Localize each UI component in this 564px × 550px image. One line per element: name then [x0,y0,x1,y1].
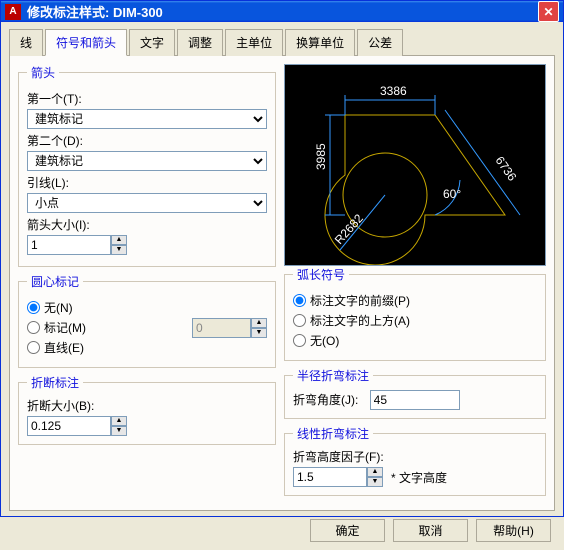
right-column: 3386 3985 6736 60° R2682 弧长符号 [284,64,546,502]
radius-jog-legend: 半径折弯标注 [293,367,373,384]
arc-above-label: 标注文字的上方(A) [310,312,410,329]
arrow-size-input[interactable] [27,235,111,255]
arc-prefix-label: 标注文字的前缀(P) [310,292,410,309]
second-arrow-label: 第二个(D): [27,132,267,149]
arc-symbol-legend: 弧长符号 [293,266,349,283]
break-dim-group: 折断标注 折断大小(B): ▲▼ [18,374,276,445]
center-size-down: ▼ [251,328,267,338]
tab-line[interactable]: 线 [9,29,43,56]
break-size-down[interactable]: ▼ [111,426,127,436]
leader-select[interactable]: 小点 [27,193,267,213]
center-line-radio[interactable] [27,341,40,354]
jog-factor-label: 折弯高度因子(F): [293,448,537,465]
app-icon: A [5,4,21,20]
tab-text[interactable]: 文字 [129,29,175,56]
first-arrow-select[interactable]: 建筑标记 [27,109,267,129]
center-mark-radio[interactable] [27,321,40,334]
arrow-size-up[interactable]: ▲ [111,235,127,245]
cancel-button[interactable]: 取消 [393,519,468,542]
break-size-up[interactable]: ▲ [111,416,127,426]
radius-jog-group: 半径折弯标注 折弯角度(J): [284,367,546,419]
tab-strip: 线 符号和箭头 文字 调整 主单位 换算单位 公差 [9,28,555,56]
center-marks-group: 圆心标记 无(N) 标记(M) 直线(E) ▲▼ [18,273,276,368]
break-dim-legend: 折断标注 [27,374,83,391]
jog-factor-input[interactable] [293,467,367,487]
tab-fit[interactable]: 调整 [177,29,223,56]
center-mark-label: 标记(M) [44,319,86,336]
arc-symbol-group: 弧长符号 标注文字的前缀(P) 标注文字的上方(A) 无(O) [284,266,546,361]
svg-text:60°: 60° [443,187,461,201]
titlebar: A 修改标注样式: DIM-300 ✕ [1,1,563,22]
ok-button[interactable]: 确定 [310,519,385,542]
content-area: 线 符号和箭头 文字 调整 主单位 换算单位 公差 箭头 第一个(T): 建筑标… [1,22,563,550]
jog-factor-suffix: * 文字高度 [391,469,447,486]
button-row: 确定 取消 帮助(H) [9,511,555,542]
tab-body: 箭头 第一个(T): 建筑标记 第二个(D): 建筑标记 引线(L): 小点 [9,56,555,511]
jog-angle-input[interactable] [370,390,460,410]
jog-factor-up[interactable]: ▲ [367,467,383,477]
left-column: 箭头 第一个(T): 建筑标记 第二个(D): 建筑标记 引线(L): 小点 [18,64,276,502]
dialog-window: A 修改标注样式: DIM-300 ✕ 线 符号和箭头 文字 调整 主单位 换算… [0,0,564,517]
arrows-group: 箭头 第一个(T): 建筑标记 第二个(D): 建筑标记 引线(L): 小点 [18,64,276,267]
help-button[interactable]: 帮助(H) [476,519,551,542]
tab-alt-units[interactable]: 换算单位 [285,29,355,56]
center-line-label: 直线(E) [44,339,84,356]
arrows-legend: 箭头 [27,64,59,81]
jog-factor-down[interactable]: ▼ [367,477,383,487]
center-size-input [192,318,251,338]
center-size-up: ▲ [251,318,267,328]
arc-above-radio[interactable] [293,314,306,327]
linear-jog-legend: 线性折弯标注 [293,425,373,442]
arrow-size-label: 箭头大小(I): [27,216,267,233]
break-size-input[interactable] [27,416,111,436]
first-arrow-label: 第一个(T): [27,90,267,107]
svg-text:3985: 3985 [314,143,328,170]
second-arrow-select[interactable]: 建筑标记 [27,151,267,171]
arc-none-label: 无(O) [310,332,339,349]
center-none-label: 无(N) [44,299,73,316]
preview-panel: 3386 3985 6736 60° R2682 [284,64,546,266]
center-none-radio[interactable] [27,301,40,314]
arc-prefix-radio[interactable] [293,294,306,307]
window-title: 修改标注样式: DIM-300 [27,2,538,21]
close-button[interactable]: ✕ [538,1,559,22]
arrow-size-down[interactable]: ▼ [111,245,127,255]
tab-primary-units[interactable]: 主单位 [225,29,283,56]
tab-tolerance[interactable]: 公差 [357,29,403,56]
jog-angle-label: 折弯角度(J): [293,391,358,408]
arc-none-radio[interactable] [293,334,306,347]
leader-label: 引线(L): [27,174,267,191]
break-size-label: 折断大小(B): [27,397,267,414]
svg-text:6736: 6736 [493,154,520,184]
svg-text:3386: 3386 [380,84,407,98]
center-marks-legend: 圆心标记 [27,273,83,290]
tab-symbols-arrows[interactable]: 符号和箭头 [45,29,127,56]
linear-jog-group: 线性折弯标注 折弯高度因子(F): ▲▼ * 文字高度 [284,425,546,496]
